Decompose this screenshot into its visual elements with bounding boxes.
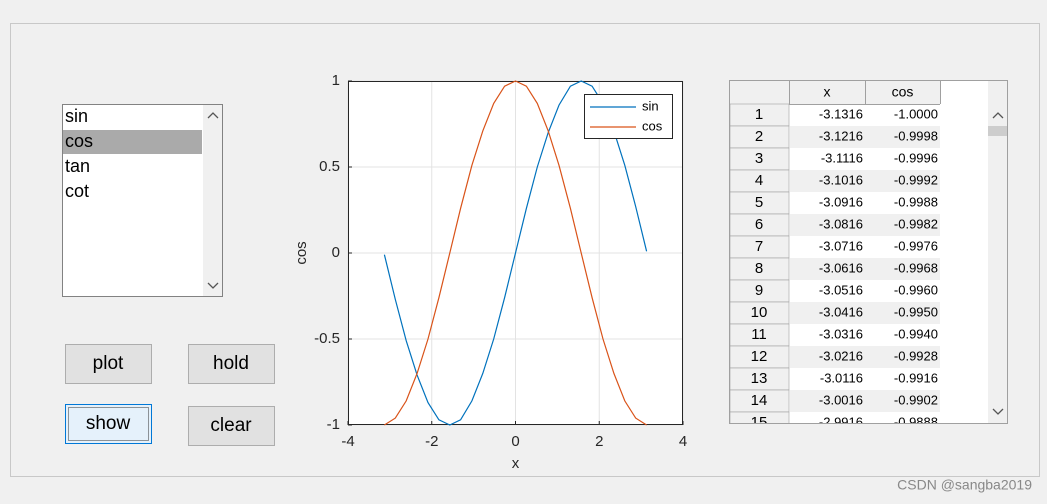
list-item[interactable]: tan [65,156,90,176]
button[interactable] [188,344,275,384]
button[interactable] [65,404,152,444]
table-cell: -3.1016 [819,172,863,187]
table-cell: -0.9888 [894,414,938,429]
x-tick-label: -4 [341,433,354,450]
row-stripe [790,214,940,236]
legend-box [584,94,673,139]
x-tick-label: 2 [595,433,603,450]
table-cell: -3.0216 [819,348,863,363]
table-cell: -0.9968 [894,260,938,275]
table-cell: -3.0316 [819,326,863,341]
x-axis-label: x [512,455,520,472]
table-cell: -3.1116 [821,150,863,165]
series-line [384,80,647,426]
scroll-arrows [992,112,1004,415]
row-stripe [790,302,940,324]
table-cell: -2.9916 [819,414,863,429]
x-tick-label: 0 [511,433,519,450]
button[interactable] [65,344,152,384]
table-cell: -3.0816 [819,216,863,231]
scroll-arrows [207,112,219,289]
table-scrollbar[interactable] [988,81,1007,423]
list-item[interactable]: cot [65,181,89,201]
button-label[interactable]: clear [210,415,252,436]
row-number: 15 [751,414,768,431]
row-stripe [790,390,940,412]
table-cell: -3.1316 [819,106,863,121]
table-cell: -0.9982 [894,216,938,231]
table-cell: -0.9928 [894,348,938,363]
row-number: 12 [751,348,768,365]
table-cell: -3.1216 [819,128,863,143]
column-header: cos [892,84,914,100]
list-item[interactable]: cos [65,131,93,151]
row-number: 5 [755,194,763,211]
y-axis-label: cos [293,241,310,264]
table-cell: -0.9960 [894,282,938,297]
table-cell: -3.0116 [820,370,863,385]
row-header [730,411,790,423]
button-label[interactable]: hold [213,353,249,374]
button[interactable] [188,406,275,446]
row-number: 13 [751,370,768,387]
row-stripe [790,126,940,148]
panel [10,23,1040,477]
row-number: 7 [755,238,763,255]
focus-ring [68,407,149,441]
button-label[interactable]: plot [93,353,124,374]
table-cell: -3.0716 [819,238,863,253]
table-cell: -0.9976 [894,238,938,253]
table-cell: -3.0616 [819,260,863,275]
row-number: 14 [751,392,768,409]
table-cell: -3.0016 [819,392,863,407]
row-number: 11 [751,326,767,343]
y-tick-label: 0.5 [319,158,340,175]
table-cell: -3.0916 [819,194,863,209]
row-number: 8 [755,260,763,277]
table-cell: -0.9902 [894,392,938,407]
table-cell: -3.0416 [819,304,863,319]
table-cell: -1.0000 [894,106,938,121]
legend-label: sin [642,98,659,113]
y-tick-label: -1 [327,416,340,433]
y-tick-label: -0.5 [314,330,340,347]
row-number: 3 [755,150,763,167]
row-number: 2 [755,128,763,145]
row-stripe [790,170,940,192]
x-tick-label: 4 [679,433,687,450]
row-number: 9 [755,282,763,299]
row-stripe [790,258,940,280]
table-cell: -0.9992 [894,172,938,187]
row-number: 6 [755,216,763,233]
y-tick-label: 0 [332,244,340,261]
table-cell: -0.9940 [894,326,938,341]
y-tick-label: 1 [332,72,340,89]
row-stripe [790,346,940,368]
x-tick-label: -2 [425,433,438,450]
table-cell: -0.9996 [894,150,938,165]
scroll-thumb[interactable] [988,126,1007,136]
listbox-scrollbar[interactable] [203,105,222,296]
row-number: 4 [755,172,763,189]
watermark: CSDN @sangba2019 [897,477,1032,493]
table-cell: -0.9998 [894,128,938,143]
column-header: x [824,84,831,100]
table-cell: -0.9916 [894,370,938,385]
button-label[interactable]: show [86,413,131,434]
row-number: 10 [751,304,768,321]
table-cell: -0.9988 [894,194,938,209]
table-body: x cos 1 -3.1316 -1.0000 2 -3.1216 -0.9998 3 -3.11… [730,81,941,431]
selected-item [63,130,202,154]
table-cell: -3.0516 [819,282,863,297]
table-cell: -0.9950 [894,304,938,319]
list-item[interactable]: sin [65,106,88,126]
legend-label: cos [642,118,663,133]
row-number: 1 [755,106,763,123]
header-row [730,81,940,104]
